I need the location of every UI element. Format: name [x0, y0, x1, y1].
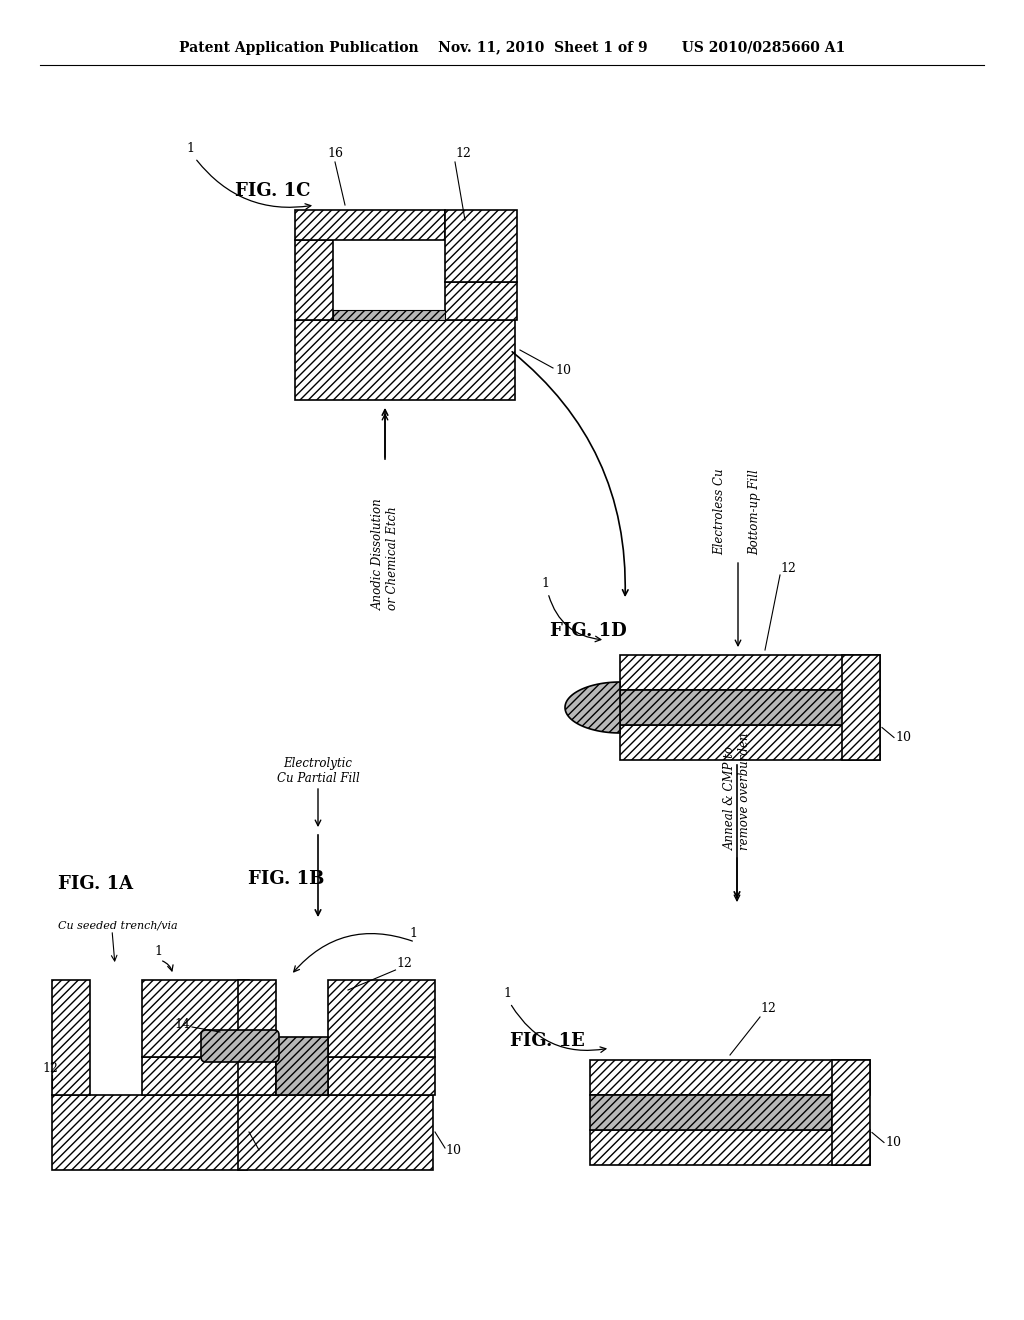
Text: Electroless Cu: Electroless Cu [714, 469, 726, 554]
Bar [590, 1130, 870, 1166]
Bar [842, 655, 880, 760]
Text: 1: 1 [409, 927, 417, 940]
Text: 10: 10 [445, 1143, 461, 1156]
Text: 1: 1 [154, 945, 162, 958]
Bar [620, 690, 880, 725]
Text: Bottom-up Fill: Bottom-up Fill [749, 469, 762, 554]
Bar [590, 1096, 831, 1130]
Text: Anodic Dissolution: Anodic Dissolution [372, 498, 384, 610]
Bar [52, 979, 90, 1096]
Bar [238, 1096, 433, 1170]
Text: 16: 16 [327, 147, 343, 160]
Text: Electrolytic: Electrolytic [284, 756, 352, 770]
Bar [52, 1096, 247, 1170]
Text: 1: 1 [186, 143, 194, 154]
Bar [620, 725, 880, 760]
Text: 1: 1 [503, 987, 511, 1001]
Bar [142, 1057, 249, 1096]
Text: 1: 1 [541, 577, 549, 590]
Text: Patent Application Publication    Nov. 11, 2010  Sheet 1 of 9       US 2010/0285: Patent Application Publication Nov. 11, … [179, 41, 845, 55]
Text: 12: 12 [780, 562, 796, 576]
Bar [238, 979, 276, 1096]
Text: 10: 10 [885, 1137, 901, 1148]
Bar [295, 240, 333, 319]
Bar [276, 1038, 328, 1096]
Bar [333, 310, 445, 319]
Text: Anneal & CMP to: Anneal & CMP to [724, 746, 736, 850]
FancyBboxPatch shape [201, 1030, 279, 1063]
Bar [328, 1057, 435, 1096]
Text: FIG. 1A: FIG. 1A [58, 875, 133, 894]
Text: FIG. 1B: FIG. 1B [248, 870, 325, 888]
Bar [445, 282, 517, 319]
Bar [831, 1060, 870, 1166]
Text: Cu seeded trench/via: Cu seeded trench/via [58, 920, 177, 931]
Bar [328, 979, 435, 1057]
Bar [142, 979, 249, 1057]
Text: 12: 12 [396, 957, 413, 970]
Text: FIG. 1D: FIG. 1D [550, 622, 627, 640]
Text: 12: 12 [455, 147, 471, 160]
Bar [295, 319, 515, 400]
Text: 10: 10 [555, 363, 571, 376]
Text: FIG. 1C: FIG. 1C [234, 182, 310, 201]
Text: 10: 10 [895, 731, 911, 744]
Text: Cu Partial Fill: Cu Partial Fill [276, 772, 359, 785]
Bar [620, 655, 880, 690]
Text: FIG. 1E: FIG. 1E [510, 1032, 585, 1049]
Bar [295, 210, 445, 240]
Bar [445, 210, 517, 282]
Text: 12: 12 [760, 1002, 776, 1015]
Text: 10: 10 [259, 1143, 275, 1156]
Text: remove overburden: remove overburden [738, 733, 752, 850]
Polygon shape [565, 682, 620, 733]
Text: or Chemical Etch: or Chemical Etch [386, 507, 399, 610]
Text: 14: 14 [174, 1019, 190, 1031]
Text: 12: 12 [42, 1063, 58, 1074]
Bar [590, 1060, 870, 1096]
